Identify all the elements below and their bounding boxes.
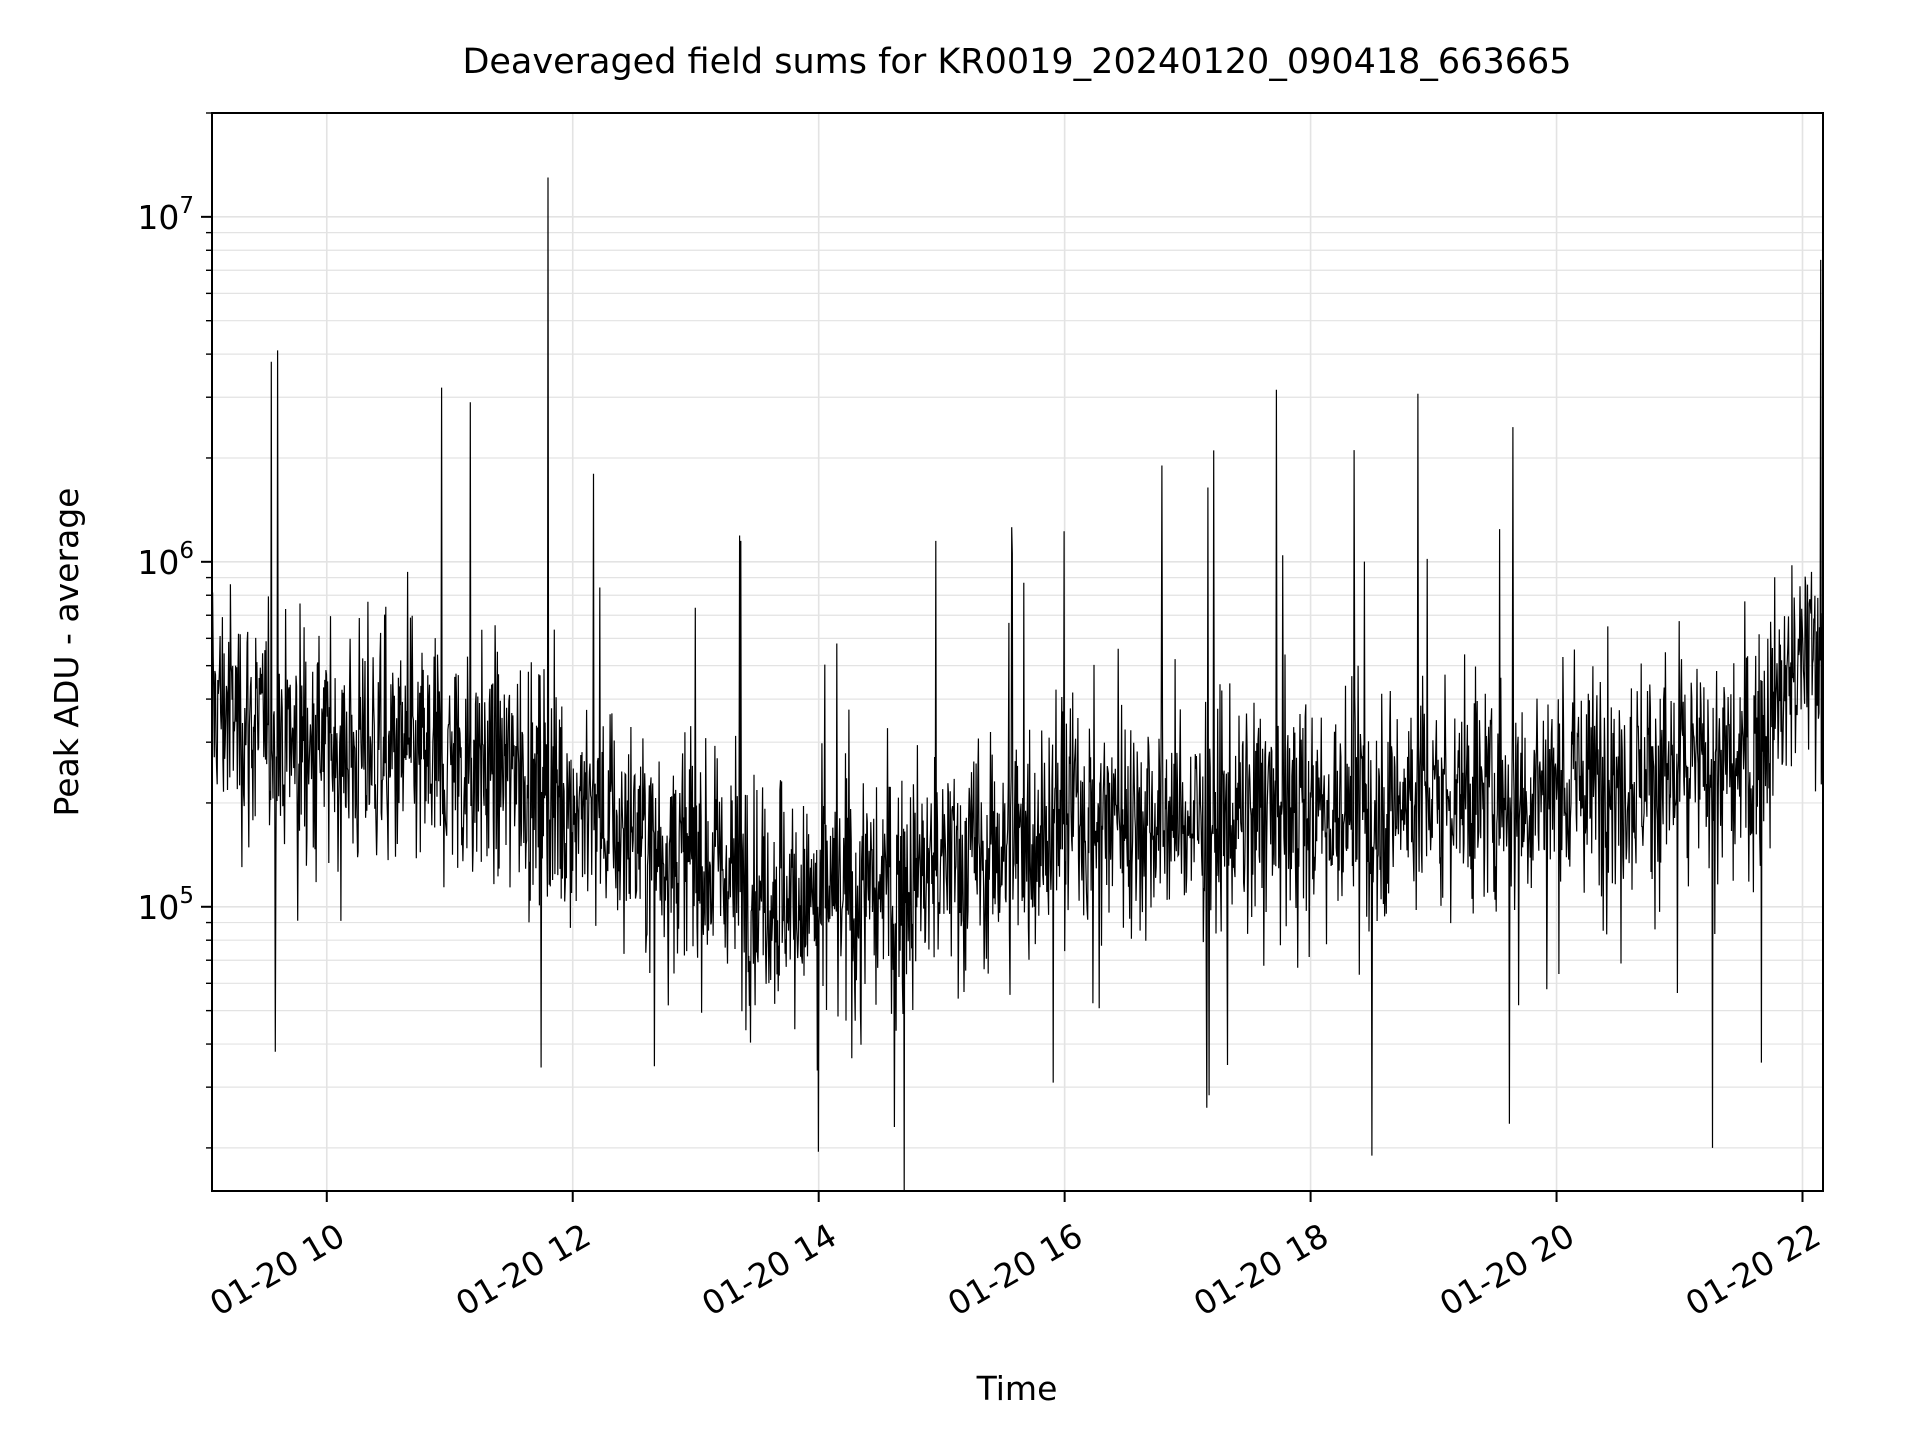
- y-tick-label-base: 10: [137, 543, 179, 582]
- y-tick-label: 105: [137, 883, 194, 927]
- y-tick-label: 106: [137, 538, 194, 582]
- plot-frame: [211, 112, 1824, 1192]
- y-tick-label-exponent: 7: [179, 193, 194, 219]
- chart-title: Deaveraged field sums for KR0019_2024012…: [462, 42, 1571, 82]
- y-tick-label-exponent: 5: [179, 883, 194, 909]
- y-tick-label-exponent: 6: [179, 538, 194, 564]
- y-tick-label-base: 10: [137, 888, 179, 927]
- y-axis-label: Peak ADU - average: [47, 488, 86, 817]
- x-axis-label: Time: [976, 1369, 1058, 1408]
- series-line: [211, 177, 1824, 1192]
- y-tick-label-base: 10: [137, 198, 179, 237]
- y-tick-label: 107: [137, 193, 194, 237]
